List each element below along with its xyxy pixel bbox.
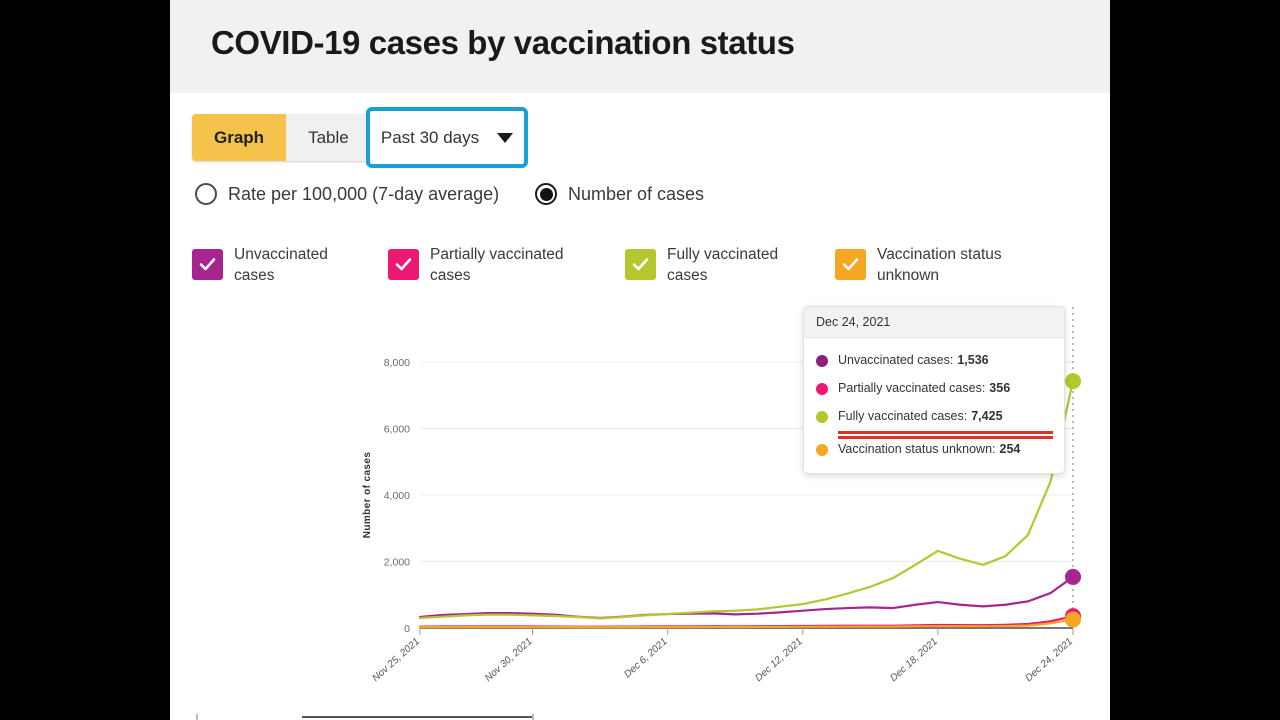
checkbox-checked-icon[interactable]	[388, 249, 419, 280]
radio-number-label: Number of cases	[568, 183, 705, 204]
line-chart[interactable]: 0 2,000 4,000 6,000 8,000 Number of cases Nov …	[170, 300, 1110, 720]
radio-rate-label: Rate per 100,000 (7-day average)	[228, 183, 500, 204]
y-axis-tick-label: 4,000	[384, 490, 410, 502]
radio-number-of-cases[interactable]: Number of cases	[535, 183, 704, 205]
y-axis-tick-label: 6,000	[384, 424, 410, 436]
x-axis-tick-label: Dec 12, 2021	[753, 636, 805, 684]
tooltip-row-text: Unvaccinated cases: 1,536	[838, 353, 989, 367]
legend-label: Partially vaccinated cases	[430, 246, 564, 284]
legend-label: Unvaccinated cases	[234, 246, 328, 284]
tooltip-row-text: Vaccination status unknown: 254	[838, 442, 1021, 456]
date-range-dropdown[interactable]: Past 30 days	[366, 107, 528, 168]
x-axis-tick-label: Dec 24, 2021	[1023, 636, 1075, 684]
tab-table[interactable]: Table	[286, 114, 371, 161]
series-legend: Unvaccinated cases Partially vaccinated …	[170, 240, 1110, 300]
tooltip-row: Vaccination status unknown: 254	[816, 435, 1052, 463]
tooltip-row: Fully vaccinated cases: 7,425	[816, 402, 1053, 439]
legend-label: Fully vaccinated cases	[667, 246, 779, 284]
series-end-marker[interactable]	[1065, 568, 1081, 585]
date-range-dropdown-inner: Past 30 days	[380, 127, 514, 148]
tooltip-row-highlight	[838, 431, 1053, 439]
series-end-marker[interactable]	[1065, 373, 1081, 390]
tooltip-row-text: Fully vaccinated cases: 7,425	[838, 409, 1003, 423]
tooltip-row-value: 7,425	[971, 409, 1003, 423]
bottom-rule	[302, 716, 532, 718]
tooltip-row-text: Partially vaccinated cases: 356	[838, 381, 1011, 395]
radio-dot	[539, 187, 553, 201]
series-dot-icon	[816, 383, 828, 395]
bottom-tick-right	[532, 714, 534, 720]
radio-unselected-icon	[195, 183, 217, 205]
series-dot-icon	[816, 355, 828, 367]
tooltip-row: Unvaccinated cases: 1,536	[816, 346, 1052, 374]
view-mode-toggle[interactable]: Graph Table	[192, 114, 371, 161]
chart-svg: 0 2,000 4,000 6,000 8,000 Number of cases Nov …	[362, 307, 1081, 684]
tooltip-row-value: 254	[999, 442, 1021, 456]
checkbox-checked-icon[interactable]	[192, 249, 223, 280]
y-axis-title: Number of cases	[362, 452, 373, 539]
tooltip-row-value: 356	[989, 381, 1011, 395]
page-bottom-artifact	[170, 714, 1110, 720]
page-title: COVID-19 cases by vaccination status	[211, 24, 795, 61]
series-line	[418, 615, 1075, 628]
chart-tooltip: Dec 24, 2021 Unvaccinated cases: 1,536 Par…	[803, 306, 1065, 474]
legend-label: Vaccination status unknown	[877, 246, 1002, 284]
letterbox-left	[0, 0, 170, 720]
checkbox-checked-icon[interactable]	[625, 249, 656, 280]
y-axis-tick-label: 8,000	[384, 357, 410, 369]
date-range-value: Past 30 days	[380, 127, 480, 147]
legend-item-status-unknown[interactable]: Vaccination status unknown	[835, 240, 1002, 286]
tooltip-row-value: 1,536	[957, 353, 989, 367]
series-dot-icon	[816, 411, 828, 423]
radio-selected-icon	[535, 183, 557, 205]
x-axis-tick-label: Nov 30, 2021	[483, 636, 535, 684]
controls-row: Graph Table Past 30 days	[170, 93, 1110, 171]
series-end-marker[interactable]	[1065, 611, 1081, 628]
chevron-down-icon	[497, 132, 514, 143]
page-header: COVID-19 cases by vaccination status	[170, 0, 1110, 93]
y-axis-tick-label: 0	[404, 623, 410, 635]
tooltip-date: Dec 24, 2021	[804, 307, 1064, 338]
series-line	[418, 380, 1075, 620]
series-dot-icon	[816, 444, 828, 456]
tab-graph[interactable]: Graph	[192, 114, 287, 161]
series-line	[418, 618, 1075, 629]
tooltip-row: Partially vaccinated cases: 356	[816, 374, 1052, 402]
legend-item-unvaccinated[interactable]: Unvaccinated cases	[192, 240, 328, 286]
series-line	[418, 575, 1075, 620]
bottom-tick-left	[196, 714, 198, 720]
x-axis-tick-label: Dec 18, 2021	[888, 636, 940, 684]
x-axis-tick-label: Nov 25, 2021	[370, 636, 422, 684]
x-axis-tick-label: Dec 6, 2021	[622, 636, 669, 680]
y-axis-tick-label: 2,000	[384, 557, 410, 569]
letterbox-right	[1110, 0, 1280, 720]
tooltip-rows: Unvaccinated cases: 1,536 Partially vaccin…	[804, 338, 1064, 473]
measure-radio-group: Rate per 100,000 (7-day average) Number …	[170, 178, 1110, 224]
radio-rate-per-100000[interactable]: Rate per 100,000 (7-day average)	[195, 183, 499, 205]
legend-item-partially-vaccinated[interactable]: Partially vaccinated cases	[388, 240, 564, 286]
checkbox-checked-icon[interactable]	[835, 249, 866, 280]
dashboard-page: COVID-19 cases by vaccination status Gra…	[170, 0, 1110, 720]
legend-item-fully-vaccinated[interactable]: Fully vaccinated cases	[625, 240, 778, 286]
